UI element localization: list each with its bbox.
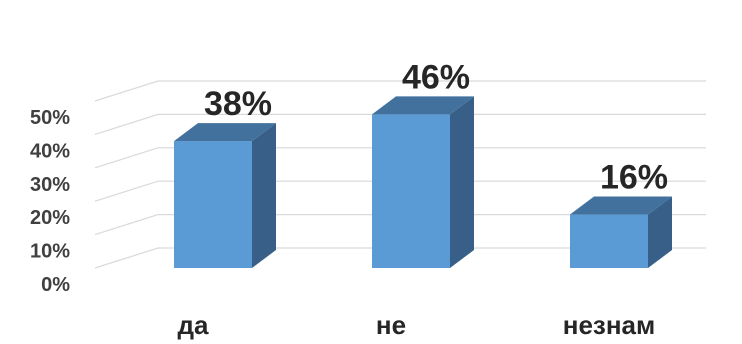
- data-label: 16%: [600, 159, 668, 197]
- y-tick-label: 40%: [30, 140, 70, 162]
- gridline: [94, 113, 706, 135]
- y-tick-label: 30%: [30, 174, 70, 196]
- gridline: [94, 147, 706, 169]
- data-labels: 38% 46% 16%: [204, 58, 668, 196]
- gridline: [94, 180, 706, 202]
- gridline: [94, 247, 706, 269]
- bar-side: [648, 196, 672, 268]
- y-tick-label: 50%: [30, 107, 70, 129]
- gridlines: [94, 80, 706, 269]
- bar-незнам: [570, 196, 672, 268]
- bar-не: [372, 96, 474, 268]
- y-axis-ticks: 0% 10% 20% 30% 40% 50%: [30, 107, 70, 296]
- data-label: 38%: [204, 85, 272, 123]
- x-axis-labels: да не незнам: [178, 310, 656, 340]
- y-tick-label: 20%: [30, 207, 70, 229]
- bar-top: [570, 196, 672, 215]
- gridline: [94, 214, 706, 236]
- y-tick-label: 0%: [41, 274, 70, 296]
- x-category-label: незнам: [563, 310, 656, 340]
- x-category-label: не: [376, 310, 406, 340]
- x-category-label: да: [178, 310, 210, 340]
- bar-side: [450, 96, 474, 268]
- bar-front: [372, 114, 450, 268]
- bar-front: [174, 141, 252, 268]
- bar-front: [570, 214, 648, 268]
- bar-top: [372, 96, 474, 115]
- bar-side: [252, 123, 276, 268]
- data-label: 46%: [402, 58, 470, 96]
- gridline: [94, 80, 706, 102]
- bar-top: [174, 123, 276, 142]
- y-tick-label: 10%: [30, 241, 70, 263]
- bars: [174, 96, 672, 268]
- bar-да: [174, 123, 276, 268]
